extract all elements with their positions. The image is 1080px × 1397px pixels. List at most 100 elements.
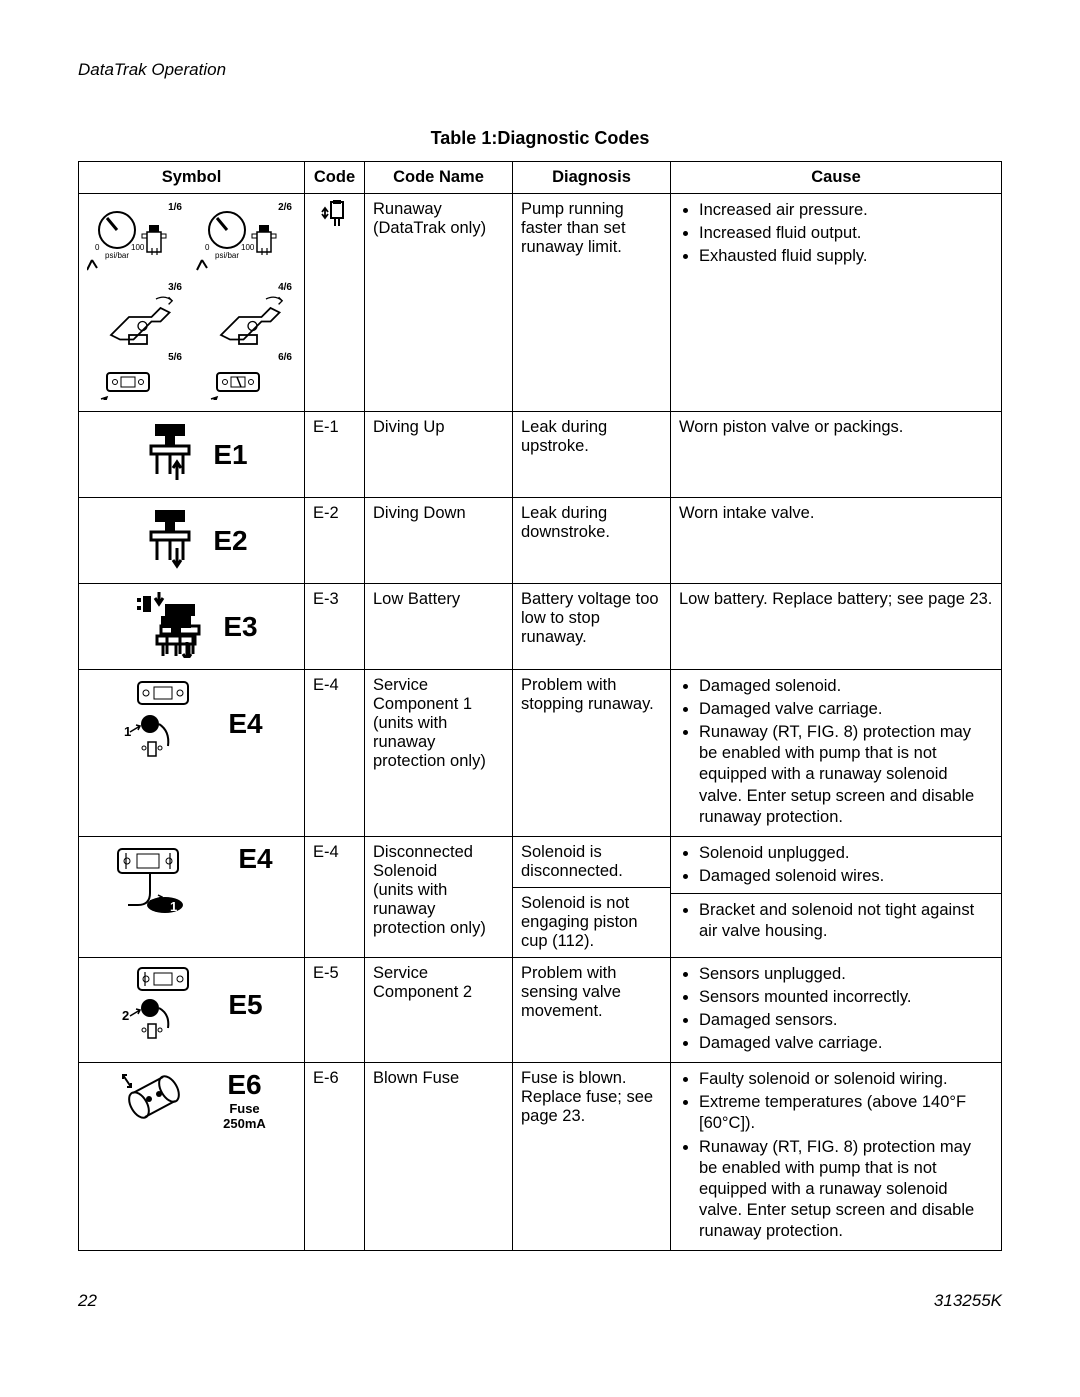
svg-text:4/6: 4/6 xyxy=(278,282,292,293)
symbol-cell: E1 xyxy=(79,412,305,498)
fuse-rating: 250mA xyxy=(223,1116,266,1131)
code-cell: E-4 xyxy=(305,670,365,837)
table-row: 1 E4 E-4Disconnected Solenoid(units with… xyxy=(79,836,1002,957)
col-cause: Cause xyxy=(671,162,1002,194)
code-name-cell: Diving Up xyxy=(365,412,513,498)
diagnosis-cell: Solenoid is disconnected.Solenoid is not… xyxy=(513,836,671,957)
error-code-label: E5 xyxy=(228,989,262,1021)
table-row: E6 Fuse 250mA E-6Blown FuseFuse is blown… xyxy=(79,1063,1002,1251)
cause-cell: Worn intake valve. xyxy=(671,498,1002,584)
symbol-icon xyxy=(135,418,205,491)
diagnosis-cell: Battery voltage too low to stop runaway. xyxy=(513,584,671,670)
diagnosis-cell: Leak during upstroke. xyxy=(513,412,671,498)
diagnostic-table: Symbol Code Code Name Diagnosis Cause 1/… xyxy=(78,161,1002,1251)
code-name-cell: Disconnected Solenoid(units with runaway… xyxy=(365,836,513,957)
error-code-label: E1 xyxy=(213,439,247,471)
error-code-label: E4 xyxy=(238,843,272,875)
cause-list: Faulty solenoid or solenoid wiring.Extre… xyxy=(679,1069,993,1242)
cause-item: Exhausted fluid supply. xyxy=(699,246,993,267)
cause-cell: Increased air pressure.Increased fluid o… xyxy=(671,194,1002,412)
code-name-cell: Low Battery xyxy=(365,584,513,670)
symbol-icon xyxy=(117,1069,217,1134)
cause-cell: Low battery. Replace battery; see page 2… xyxy=(671,584,1002,670)
symbol-cell: 2 E5 xyxy=(79,957,305,1062)
symbol-icon: 1 xyxy=(120,676,220,771)
svg-text:2: 2 xyxy=(122,1008,129,1023)
symbol-cell: 1 E4 xyxy=(79,670,305,837)
cause-item: Sensors unplugged. xyxy=(699,964,993,985)
cause-item: Damaged solenoid. xyxy=(699,676,993,697)
code-cell: E-1 xyxy=(305,412,365,498)
cause-item: Bracket and solenoid not tight against a… xyxy=(699,900,993,942)
code-cell: E-5 xyxy=(305,957,365,1062)
page-header: DataTrak Operation xyxy=(78,60,1002,80)
code-name-cell: Runaway (DataTrak only) xyxy=(365,194,513,412)
col-symbol: Symbol xyxy=(79,162,305,194)
cause-item: Runaway (RT, FIG. 8) protection may be e… xyxy=(699,722,993,828)
svg-text:1: 1 xyxy=(170,899,177,914)
col-name: Code Name xyxy=(365,162,513,194)
table-row: E1 E-1Diving UpLeak during upstroke.Worn… xyxy=(79,412,1002,498)
code-name-cell: Service Component 1(units with runaway p… xyxy=(365,670,513,837)
svg-text:100: 100 xyxy=(131,243,145,252)
table-title: Table 1:Diagnostic Codes xyxy=(78,128,1002,149)
error-code-label: E4 xyxy=(228,708,262,740)
symbol-cell: E2 xyxy=(79,498,305,584)
cause-cell: Damaged solenoid.Damaged valve carriage.… xyxy=(671,670,1002,837)
cause-list: Increased air pressure.Increased fluid o… xyxy=(679,200,993,267)
code-cell: E-6 xyxy=(305,1063,365,1251)
error-code-label: E2 xyxy=(213,525,247,557)
diagnosis-cell: Leak during downstroke. xyxy=(513,498,671,584)
cause-item: Sensors mounted incorrectly. xyxy=(699,987,993,1008)
svg-text:1/6: 1/6 xyxy=(168,202,182,213)
runaway-code-icon xyxy=(313,200,356,233)
col-code: Code xyxy=(305,162,365,194)
diagnosis-cell: Pump running faster than set runaway lim… xyxy=(513,194,671,412)
cause-item: Damaged solenoid wires. xyxy=(699,866,993,887)
symbol-cell: E3 xyxy=(79,584,305,670)
svg-text:0: 0 xyxy=(205,243,210,252)
cause-item: Increased air pressure. xyxy=(699,200,993,221)
cause-list: Bracket and solenoid not tight against a… xyxy=(679,900,993,942)
code-cell: E-3 xyxy=(305,584,365,670)
svg-text:5/6: 5/6 xyxy=(168,352,182,363)
diagnosis-cell: Problem with sensing valve movement. xyxy=(513,957,671,1062)
cause-cell: Sensors unplugged.Sensors mounted incorr… xyxy=(671,957,1002,1062)
symbol-icon: 2 xyxy=(120,964,220,1047)
page-footer: 22 313255K xyxy=(78,1291,1002,1311)
code-name-cell: Service Component 2 xyxy=(365,957,513,1062)
code-name-cell: Blown Fuse xyxy=(365,1063,513,1251)
diagnosis-cell: Fuse is blown. Replace fuse; see page 23… xyxy=(513,1063,671,1251)
cause-item: Damaged sensors. xyxy=(699,1010,993,1031)
symbol-icon: 1 xyxy=(110,843,230,924)
cause-item: Runaway (RT, FIG. 8) protection may be e… xyxy=(699,1137,993,1243)
symbol-icon xyxy=(125,590,215,663)
table-header-row: Symbol Code Code Name Diagnosis Cause xyxy=(79,162,1002,194)
svg-text:2/6: 2/6 xyxy=(278,202,292,213)
symbol-cell: 1/6 0100 psi/bar 2/6 0100 psi/bar 3/6 xyxy=(79,194,305,412)
diagnosis-cell: Problem with stopping runaway. xyxy=(513,670,671,837)
footer-doc-number: 313255K xyxy=(934,1291,1002,1311)
table-row: 1 E4 E-4Service Component 1(units with r… xyxy=(79,670,1002,837)
cause-cell: Faulty solenoid or solenoid wiring.Extre… xyxy=(671,1063,1002,1251)
symbol-icon xyxy=(135,504,205,577)
table-row: E3 E-3Low BatteryBattery voltage too low… xyxy=(79,584,1002,670)
svg-text:3/6: 3/6 xyxy=(168,282,182,293)
cause-list: Solenoid unplugged.Damaged solenoid wire… xyxy=(679,843,993,887)
footer-page-number: 22 xyxy=(78,1291,97,1311)
cause-list: Damaged solenoid.Damaged valve carriage.… xyxy=(679,676,993,828)
table-row: 2 E5 E-5Service Component 2Problem with … xyxy=(79,957,1002,1062)
cause-list: Sensors unplugged.Sensors mounted incorr… xyxy=(679,964,993,1054)
cause-cell: Worn piston valve or packings. xyxy=(671,412,1002,498)
table-row: E2 E-2Diving DownLeak during downstroke.… xyxy=(79,498,1002,584)
svg-text:0: 0 xyxy=(95,243,100,252)
cause-cell: Solenoid unplugged.Damaged solenoid wire… xyxy=(671,836,1002,957)
cause-item: Damaged valve carriage. xyxy=(699,1033,993,1054)
symbol-cell: E6 Fuse 250mA xyxy=(79,1063,305,1251)
code-cell xyxy=(305,194,365,412)
code-name-cell: Diving Down xyxy=(365,498,513,584)
col-diag: Diagnosis xyxy=(513,162,671,194)
error-code-label: E6 xyxy=(223,1069,266,1101)
cause-item: Damaged valve carriage. xyxy=(699,699,993,720)
cause-item: Solenoid unplugged. xyxy=(699,843,993,864)
